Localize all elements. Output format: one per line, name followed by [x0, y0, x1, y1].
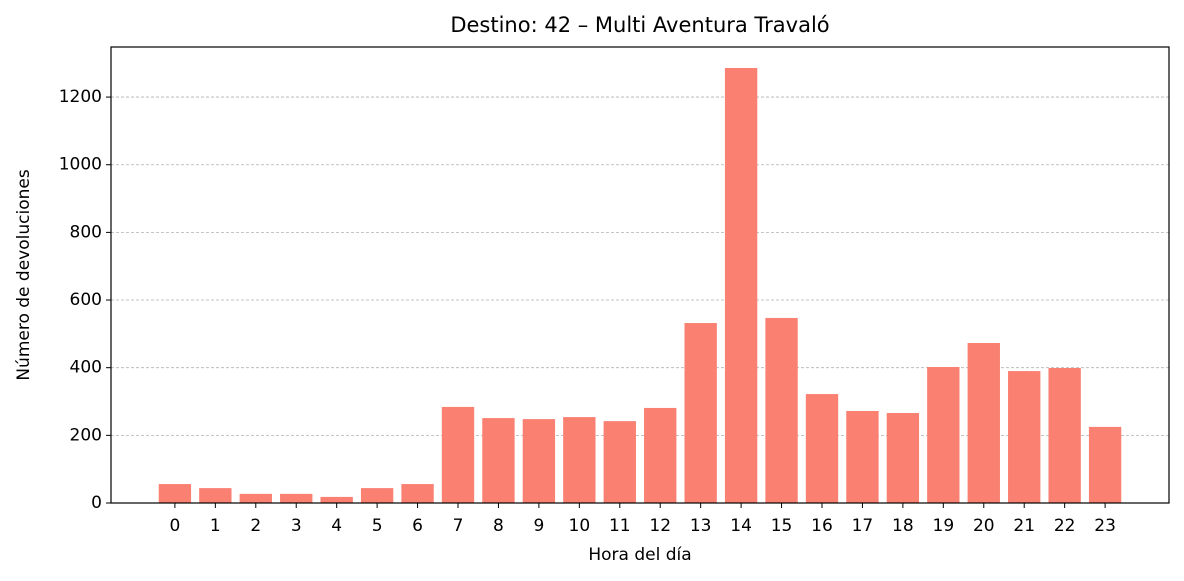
bar	[644, 407, 677, 503]
x-tick-label: 15	[771, 516, 793, 536]
bar	[360, 488, 394, 503]
x-tick-label: 23	[1094, 516, 1116, 536]
y-tick-label: 200	[70, 425, 102, 445]
x-tick-label: 14	[730, 516, 752, 536]
bar	[482, 418, 515, 503]
x-tick-label: 2	[250, 516, 261, 536]
x-tick-label: 19	[933, 516, 955, 536]
bar	[765, 317, 798, 503]
y-tick-label: 1000	[59, 155, 102, 175]
y-tick-label: 400	[70, 358, 102, 378]
x-tick-label: 1	[210, 516, 221, 536]
bar	[603, 421, 636, 503]
x-tick-label: 6	[412, 516, 423, 536]
x-tick-label: 12	[649, 516, 671, 536]
bar	[1088, 426, 1122, 503]
y-tick-label: 800	[70, 222, 102, 242]
x-tick-label: 16	[811, 516, 833, 536]
x-tick-label: 17	[852, 516, 874, 536]
x-tick-label: 20	[973, 516, 995, 536]
y-tick-label: 1200	[59, 87, 102, 107]
x-tick-label: 21	[1013, 516, 1035, 536]
bar	[1008, 371, 1041, 503]
x-tick-label: 11	[609, 516, 631, 536]
chart-title: Destino: 42 – Multi Aventura Travaló	[450, 13, 829, 37]
bar	[280, 493, 313, 503]
x-tick-label: 8	[493, 516, 504, 536]
bar	[724, 67, 758, 503]
bar	[805, 394, 839, 503]
bar	[684, 323, 717, 503]
x-tick-label: 5	[372, 516, 383, 536]
bar	[199, 488, 232, 503]
x-axis-label: Hora del día	[588, 545, 691, 565]
bar	[927, 367, 960, 503]
x-tick-label: 3	[291, 516, 302, 536]
bar	[967, 342, 1000, 503]
y-axis-label: Número de devoluciones	[14, 169, 34, 380]
x-tick-label: 13	[690, 516, 712, 536]
x-tick-label: 0	[169, 516, 180, 536]
x-tick-label: 9	[533, 516, 544, 536]
x-tick-label: 4	[331, 516, 342, 536]
bar	[846, 410, 879, 503]
bar	[522, 419, 556, 503]
x-tick-label: 22	[1054, 516, 1076, 536]
bar	[886, 413, 920, 503]
bar	[441, 406, 475, 503]
x-tick-label: 7	[453, 516, 464, 536]
y-tick-label: 0	[91, 493, 102, 513]
bar	[158, 484, 192, 503]
bar	[1048, 368, 1081, 503]
bar	[239, 493, 272, 503]
x-tick-label: 18	[892, 516, 914, 536]
bar	[401, 484, 434, 503]
plot-frame	[110, 46, 1170, 504]
x-tick-label: 10	[569, 516, 591, 536]
bar	[563, 417, 596, 503]
y-tick-label: 600	[70, 290, 102, 310]
bar	[320, 496, 353, 503]
